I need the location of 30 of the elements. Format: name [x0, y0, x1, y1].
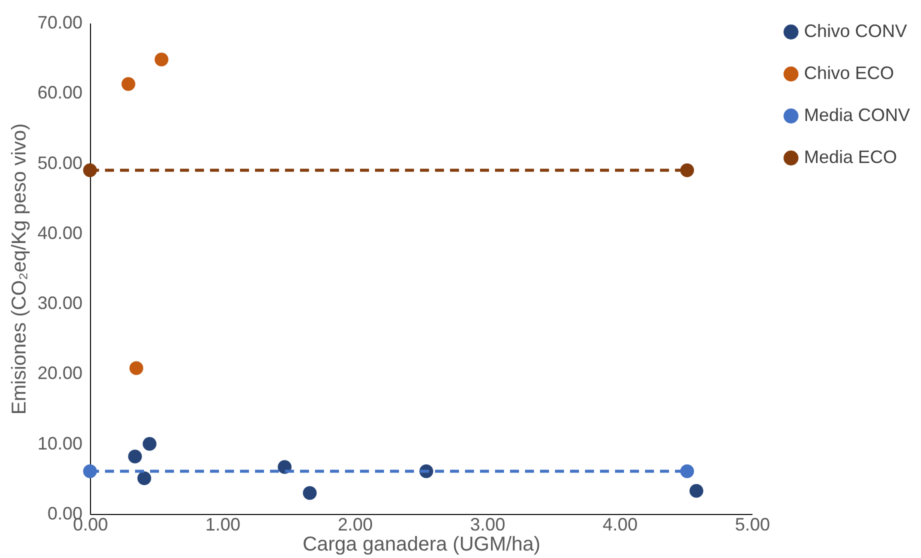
point	[680, 464, 694, 478]
legend-label: Chivo ECO	[804, 63, 894, 83]
point	[690, 484, 704, 498]
point	[137, 471, 152, 486]
point	[83, 163, 97, 178]
point	[302, 486, 317, 500]
x-tick-label: 2.00	[338, 514, 373, 534]
y-tick-label: 50.00	[37, 152, 82, 173]
y-tick-label: 10.00	[37, 433, 82, 454]
point	[142, 436, 156, 451]
x-tick-label: 3.00	[470, 514, 506, 534]
x-axis-title: Carga ganadera (UGM/ha)	[302, 534, 540, 556]
point	[154, 52, 168, 66]
y-tick-label: 60.00	[37, 82, 82, 103]
x-tick-label: 4.00	[602, 514, 638, 534]
point	[128, 450, 142, 464]
point	[83, 464, 97, 478]
y-tick-label: 40.00	[37, 222, 82, 243]
y-tick-label: 30.00	[37, 293, 82, 314]
legend-label: Chivo CONV	[804, 21, 908, 41]
point	[129, 361, 144, 375]
point	[680, 163, 694, 178]
x-tick-label: 1.00	[205, 514, 240, 534]
legend-label: Media CONV	[804, 105, 910, 125]
y-axis-title: Emisiones (CO₂eq/Kg peso vivo)	[8, 123, 30, 415]
y-tick-label: 20.00	[37, 363, 82, 384]
legend-label: Media ECO	[804, 147, 898, 167]
x-tick-label: 5.00	[734, 514, 770, 534]
point	[122, 77, 136, 91]
y-tick-label: 70.00	[37, 12, 82, 32]
